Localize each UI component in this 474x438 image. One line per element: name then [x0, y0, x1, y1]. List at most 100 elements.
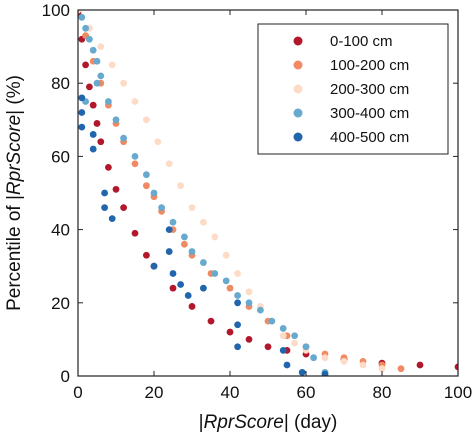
y-axis-label: Percentile of |RprScore| (%) [4, 75, 25, 311]
x-axis-label-prefix: | [199, 412, 204, 433]
x-tick-label: 20 [145, 383, 164, 402]
data-point [131, 98, 139, 105]
legend-marker [293, 60, 303, 70]
data-point [150, 262, 158, 270]
legend: 0-100 cm 100-200 cm 200-300 cm 300-400 cm 40… [257, 23, 449, 155]
data-point [291, 339, 298, 347]
data-point [188, 303, 196, 310]
data-point [222, 251, 230, 259]
data-point [234, 270, 242, 277]
data-point [234, 292, 242, 299]
data-point [234, 299, 242, 307]
data-point [181, 240, 188, 248]
data-point [207, 317, 215, 325]
series-2 [78, 10, 386, 373]
data-point [150, 189, 158, 197]
legend-label: 100-200 cm [330, 57, 409, 74]
data-point [105, 98, 112, 105]
data-point [97, 43, 105, 50]
x-tick-label: 80 [373, 383, 392, 402]
data-point [257, 306, 264, 314]
x-tick-label: 100 [444, 383, 472, 402]
data-point [321, 370, 329, 376]
legend-box [257, 23, 449, 155]
data-point [143, 182, 150, 190]
data-point [120, 79, 127, 87]
legend-label: 200-300 cm [330, 81, 409, 98]
data-point [279, 332, 287, 340]
data-point [131, 160, 139, 168]
data-point [108, 215, 116, 223]
data-point [78, 123, 86, 131]
data-point [200, 259, 207, 266]
data-point [378, 365, 386, 373]
data-point [165, 226, 173, 234]
data-point [211, 270, 219, 277]
data-point [291, 332, 298, 340]
data-point [200, 218, 207, 226]
x-tick-label: 0 [73, 383, 82, 402]
data-point [89, 101, 97, 109]
data-point [101, 204, 108, 212]
data-point [298, 368, 306, 376]
data-point [93, 120, 101, 127]
x-tick-label: 60 [297, 383, 316, 402]
data-point [82, 61, 89, 69]
data-point [245, 336, 253, 343]
series-4 [78, 94, 329, 376]
y-axis-label-italic: RprScore [4, 115, 25, 195]
x-tick-label: 40 [221, 383, 240, 402]
data-point [222, 277, 230, 285]
legend-marker [293, 108, 303, 118]
data-point [283, 361, 291, 369]
data-point [169, 284, 177, 292]
data-point [108, 61, 116, 69]
data-point [82, 24, 89, 32]
data-point [93, 79, 101, 87]
data-point [226, 284, 234, 292]
data-point [105, 163, 112, 171]
axis-ticks: 0 20 40 60 80 100 0 20 40 60 80 100 [42, 1, 473, 402]
data-point [89, 145, 97, 153]
data-point [245, 299, 253, 307]
data-point [120, 134, 127, 142]
data-point [78, 94, 86, 102]
data-point [321, 354, 329, 362]
data-point [158, 204, 166, 212]
y-tick-label: 0 [61, 367, 70, 386]
data-point [226, 328, 234, 336]
y-tick-label: 40 [51, 221, 70, 240]
x-axis-label-suffix: | (day) [284, 412, 338, 433]
data-point [93, 57, 101, 65]
data-point [86, 35, 93, 43]
data-point [181, 233, 188, 241]
data-point [264, 343, 272, 351]
legend-marker [293, 84, 303, 94]
data-point [184, 292, 192, 299]
legend-marker [293, 36, 303, 46]
x-axis-label: |RprScore| (day) [199, 412, 338, 433]
x-axis-label-italic: RprScore [204, 412, 284, 433]
data-point [268, 317, 276, 325]
data-point [310, 354, 317, 362]
legend-label: 400-500 cm [330, 129, 409, 146]
data-point [89, 131, 97, 138]
data-point [86, 83, 93, 91]
data-point [78, 109, 86, 116]
y-axis-label-suffix: | (%) [4, 75, 25, 115]
data-point [143, 116, 150, 124]
data-point [397, 365, 405, 373]
data-point [200, 284, 207, 292]
legend-marker [293, 132, 303, 142]
data-point [165, 160, 173, 168]
data-point [188, 248, 196, 255]
data-point [97, 138, 105, 146]
plot-frame [77, 9, 459, 377]
data-point [169, 270, 177, 277]
data-point [169, 218, 177, 226]
data-point [177, 182, 185, 190]
data-point [165, 248, 173, 255]
data-point [112, 116, 120, 124]
y-tick-label: 60 [51, 147, 70, 166]
